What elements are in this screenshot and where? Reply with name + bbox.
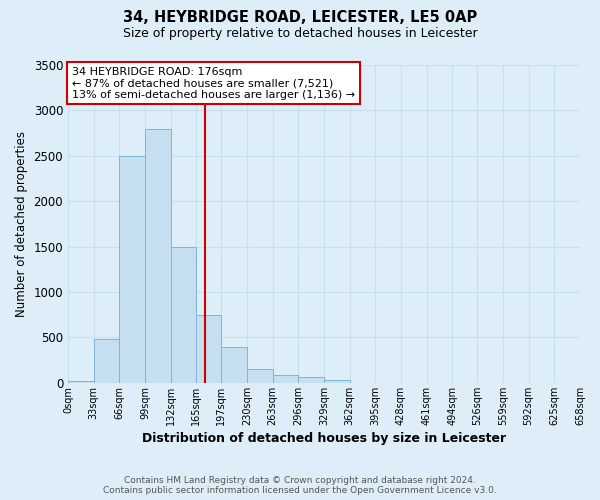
Text: Size of property relative to detached houses in Leicester: Size of property relative to detached ho…: [122, 28, 478, 40]
Bar: [119, 156, 145, 383]
Bar: [324, 380, 350, 383]
Text: 34, HEYBRIDGE ROAD, LEICESTER, LE5 0AP: 34, HEYBRIDGE ROAD, LEICESTER, LE5 0AP: [123, 10, 477, 25]
Y-axis label: Number of detached properties: Number of detached properties: [15, 131, 28, 317]
Bar: [221, 346, 247, 383]
Bar: [196, 315, 221, 383]
Bar: [145, 128, 171, 383]
Bar: [272, 374, 298, 383]
Bar: [171, 246, 196, 383]
Bar: [94, 340, 119, 383]
Bar: [68, 381, 94, 383]
Bar: [298, 378, 324, 383]
Text: Contains HM Land Registry data © Crown copyright and database right 2024.
Contai: Contains HM Land Registry data © Crown c…: [103, 476, 497, 495]
Text: 34 HEYBRIDGE ROAD: 176sqm
← 87% of detached houses are smaller (7,521)
13% of se: 34 HEYBRIDGE ROAD: 176sqm ← 87% of detac…: [72, 67, 355, 100]
X-axis label: Distribution of detached houses by size in Leicester: Distribution of detached houses by size …: [142, 432, 506, 445]
Bar: [247, 370, 272, 383]
